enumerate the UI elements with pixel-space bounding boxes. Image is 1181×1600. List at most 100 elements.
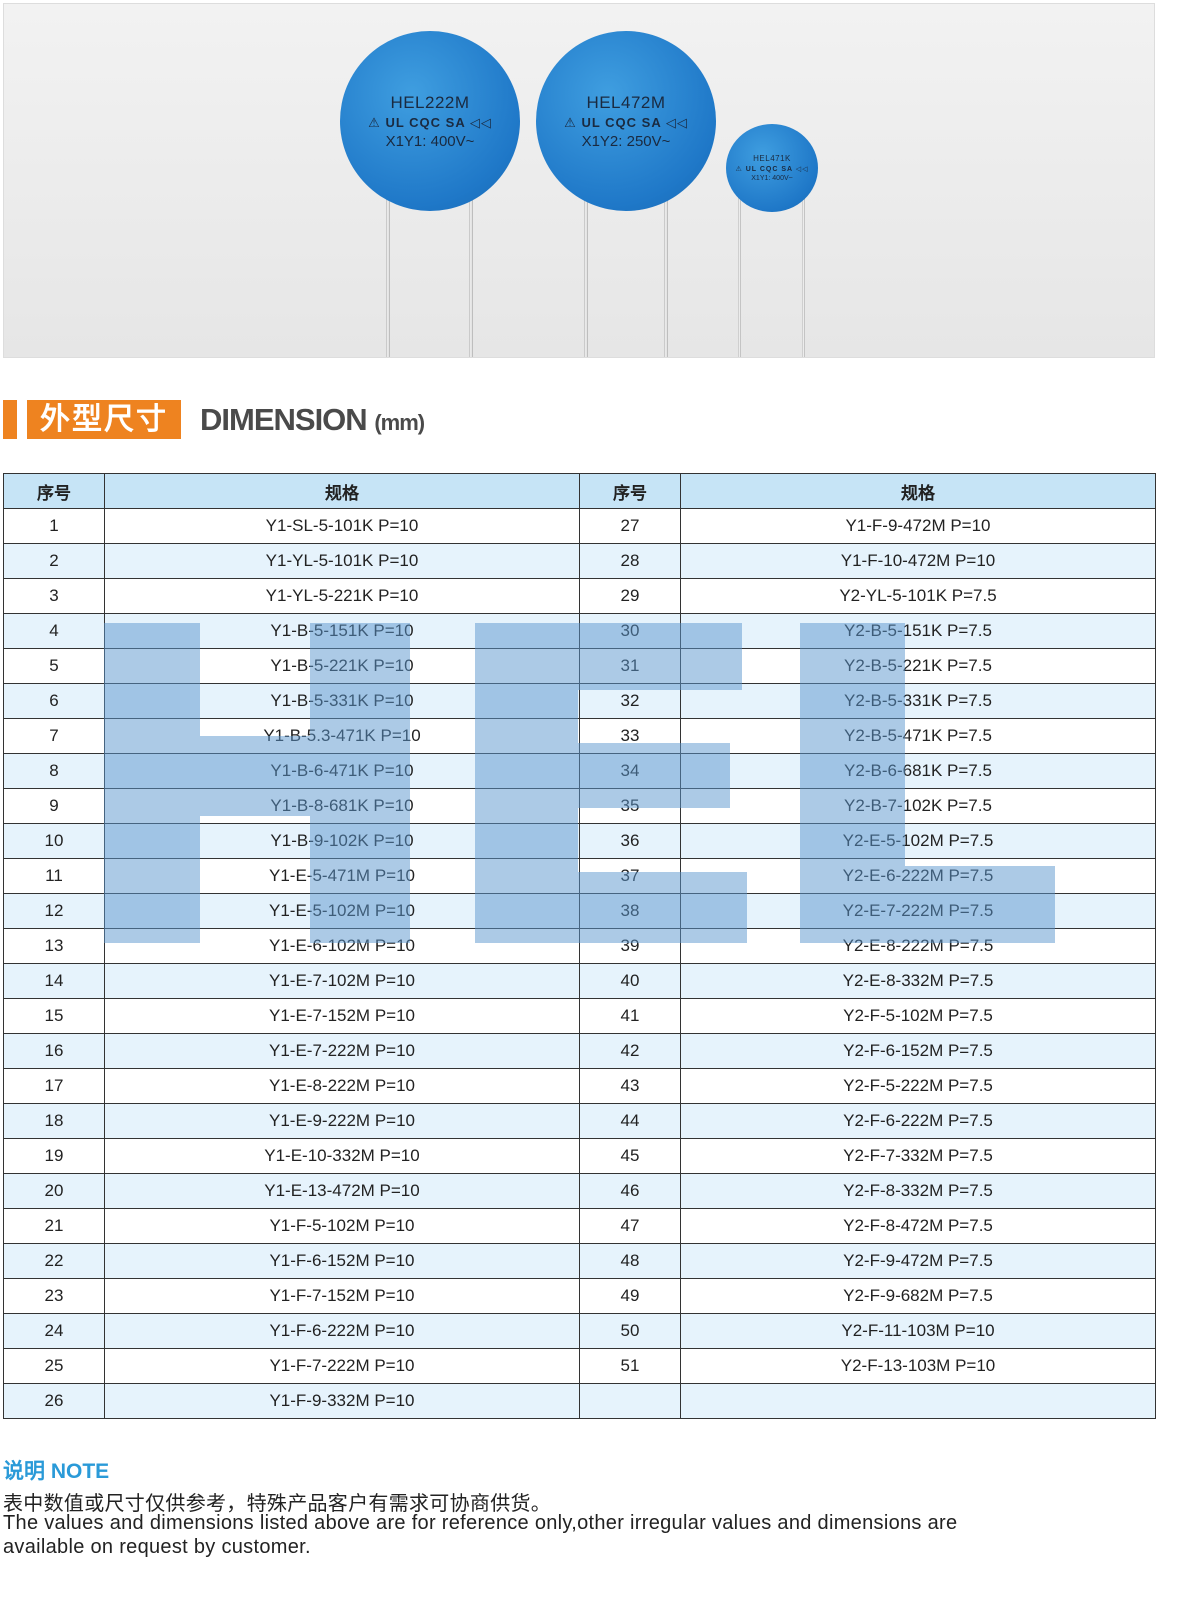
section-title-cn: 外型尺寸 — [27, 400, 181, 439]
table-row: 26 Y1-F-9-332M P=10 — [3, 1383, 1156, 1419]
row-spec: Y1-E-6-102M P=10 — [104, 928, 580, 964]
row-spec: Y2-E-7-222M P=7.5 — [680, 893, 1156, 929]
row-spec: Y1-E-7-152M P=10 — [104, 998, 580, 1034]
row-index: 49 — [579, 1278, 681, 1314]
row-spec: Y1-YL-5-101K P=10 — [104, 543, 580, 579]
row-index: 14 — [3, 963, 105, 999]
row-spec: Y1-F-7-152M P=10 — [104, 1278, 580, 1314]
capacitor-rating: X1Y1: 400V~ — [751, 175, 793, 182]
table-row: 7 Y1-B-5.3-471K P=10 33 Y2-B-5-471K P=7.5 — [3, 718, 1156, 754]
row-index: 50 — [579, 1313, 681, 1349]
certification-marks: ⚠ UL CQC SA ◁◁ — [368, 114, 492, 130]
row-index: 24 — [3, 1313, 105, 1349]
capacitor-marking: HEL471K — [753, 154, 791, 163]
row-spec: Y1-E-5-471M P=10 — [104, 858, 580, 894]
row-spec: Y2-F-8-332M P=7.5 — [680, 1173, 1156, 1209]
note-en-line2: available on request by customer. — [3, 1536, 311, 1558]
row-index: 7 — [3, 718, 105, 754]
row-spec: Y1-E-7-102M P=10 — [104, 963, 580, 999]
capacitor-rating: X1Y2: 250V~ — [581, 132, 671, 150]
table-row: 12 Y1-E-5-102M P=10 38 Y2-E-7-222M P=7.5 — [3, 893, 1156, 929]
row-index: 9 — [3, 788, 105, 824]
title-en-text: DIMENSION — [200, 402, 368, 437]
lead — [469, 184, 473, 357]
row-index: 6 — [3, 683, 105, 719]
note-cn: 表中数值或尺寸仅供参考，特殊产品客户有需求可协商供货。 — [3, 1493, 552, 1515]
row-index: 23 — [3, 1278, 105, 1314]
capacitor-disc: HEL471K ⚠ UL CQC SA ◁◁ X1Y1: 400V~ — [726, 124, 818, 212]
row-index: 34 — [579, 753, 681, 789]
row-index: 1 — [3, 508, 105, 544]
table-row: 19 Y1-E-10-332M P=10 45 Y2-F-7-332M P=7.5 — [3, 1138, 1156, 1174]
title-unit: (mm) — [374, 410, 425, 435]
row-spec: Y2-B-7-102K P=7.5 — [680, 788, 1156, 824]
capacitor-disc: HEL472M ⚠ UL CQC SA ◁◁ X1Y2: 250V~ — [536, 31, 716, 211]
row-index: 26 — [3, 1383, 105, 1419]
row-index: 20 — [3, 1173, 105, 1209]
row-index: 39 — [579, 928, 681, 964]
row-index: 37 — [579, 858, 681, 894]
capacitor-marking: HEL222M — [390, 92, 470, 112]
row-spec: Y2-E-8-332M P=7.5 — [680, 963, 1156, 999]
row-index: 33 — [579, 718, 681, 754]
table-row: 25 Y1-F-7-222M P=10 51 Y2-F-13-103M P=10 — [3, 1348, 1156, 1384]
row-spec: Y2-F-8-472M P=7.5 — [680, 1208, 1156, 1244]
row-index: 13 — [3, 928, 105, 964]
table-row: 3 Y1-YL-5-221K P=10 29 Y2-YL-5-101K P=7.5 — [3, 578, 1156, 614]
table-row: 1 Y1-SL-5-101K P=10 27 Y1-F-9-472M P=10 — [3, 508, 1156, 544]
row-spec: Y1-E-9-222M P=10 — [104, 1103, 580, 1139]
row-spec: Y2-F-6-222M P=7.5 — [680, 1103, 1156, 1139]
row-spec: Y2-YL-5-101K P=7.5 — [680, 578, 1156, 614]
row-spec: Y2-F-6-152M P=7.5 — [680, 1033, 1156, 1069]
row-index: 45 — [579, 1138, 681, 1174]
row-spec: Y2-F-9-472M P=7.5 — [680, 1243, 1156, 1279]
row-spec: Y1-SL-5-101K P=10 — [104, 508, 580, 544]
row-index: 31 — [579, 648, 681, 684]
row-spec: Y1-B-5-151K P=10 — [104, 613, 580, 649]
table-row: 14 Y1-E-7-102M P=10 40 Y2-E-8-332M P=7.5 — [3, 963, 1156, 999]
row-spec: Y1-F-9-472M P=10 — [680, 508, 1156, 544]
row-spec: Y2-E-6-222M P=7.5 — [680, 858, 1156, 894]
product-photo: HEL222M ⚠ UL CQC SA ◁◁ X1Y1: 400V~ HEL47… — [3, 3, 1155, 358]
row-spec: Y2-B-5-331K P=7.5 — [680, 683, 1156, 719]
row-index: 16 — [3, 1033, 105, 1069]
row-index: 40 — [579, 963, 681, 999]
row-index: 22 — [3, 1243, 105, 1279]
table-row: 22 Y1-F-6-152M P=10 48 Y2-F-9-472M P=7.5 — [3, 1243, 1156, 1279]
row-index: 18 — [3, 1103, 105, 1139]
lead — [386, 184, 390, 357]
row-index: 17 — [3, 1068, 105, 1104]
row-spec: Y2-F-9-682M P=7.5 — [680, 1278, 1156, 1314]
header-spec: 规格 — [104, 473, 580, 509]
table-row: 8 Y1-B-6-471K P=10 34 Y2-B-6-681K P=7.5 — [3, 753, 1156, 789]
row-index: 43 — [579, 1068, 681, 1104]
row-index: 21 — [3, 1208, 105, 1244]
row-spec: Y1-F-10-472M P=10 — [680, 543, 1156, 579]
table-row: 10 Y1-B-9-102K P=10 36 Y2-E-5-102M P=7.5 — [3, 823, 1156, 859]
row-index: 28 — [579, 543, 681, 579]
row-index: 41 — [579, 998, 681, 1034]
dimension-table: 序号 规格 序号 规格 1 Y1-SL-5-101K P=10 27 Y1-F-9-4… — [3, 473, 1156, 1419]
lead — [664, 184, 668, 357]
row-spec: Y1-F-5-102M P=10 — [104, 1208, 580, 1244]
row-spec: Y1-E-10-332M P=10 — [104, 1138, 580, 1174]
row-spec: Y1-E-8-222M P=10 — [104, 1068, 580, 1104]
row-index: 12 — [3, 893, 105, 929]
row-index: 4 — [3, 613, 105, 649]
row-index: 44 — [579, 1103, 681, 1139]
lead — [802, 189, 805, 357]
row-index: 32 — [579, 683, 681, 719]
row-index: 46 — [579, 1173, 681, 1209]
row-index: 10 — [3, 823, 105, 859]
row-index: 5 — [3, 648, 105, 684]
row-spec: Y2-F-13-103M P=10 — [680, 1348, 1156, 1384]
lead — [738, 189, 741, 357]
row-index: 38 — [579, 893, 681, 929]
row-spec: Y1-F-9-332M P=10 — [104, 1383, 580, 1419]
row-index: 11 — [3, 858, 105, 894]
row-index: 2 — [3, 543, 105, 579]
row-spec: Y1-E-13-472M P=10 — [104, 1173, 580, 1209]
row-index: 30 — [579, 613, 681, 649]
table-row: 13 Y1-E-6-102M P=10 39 Y2-E-8-222M P=7.5 — [3, 928, 1156, 964]
row-spec: Y2-B-6-681K P=7.5 — [680, 753, 1156, 789]
